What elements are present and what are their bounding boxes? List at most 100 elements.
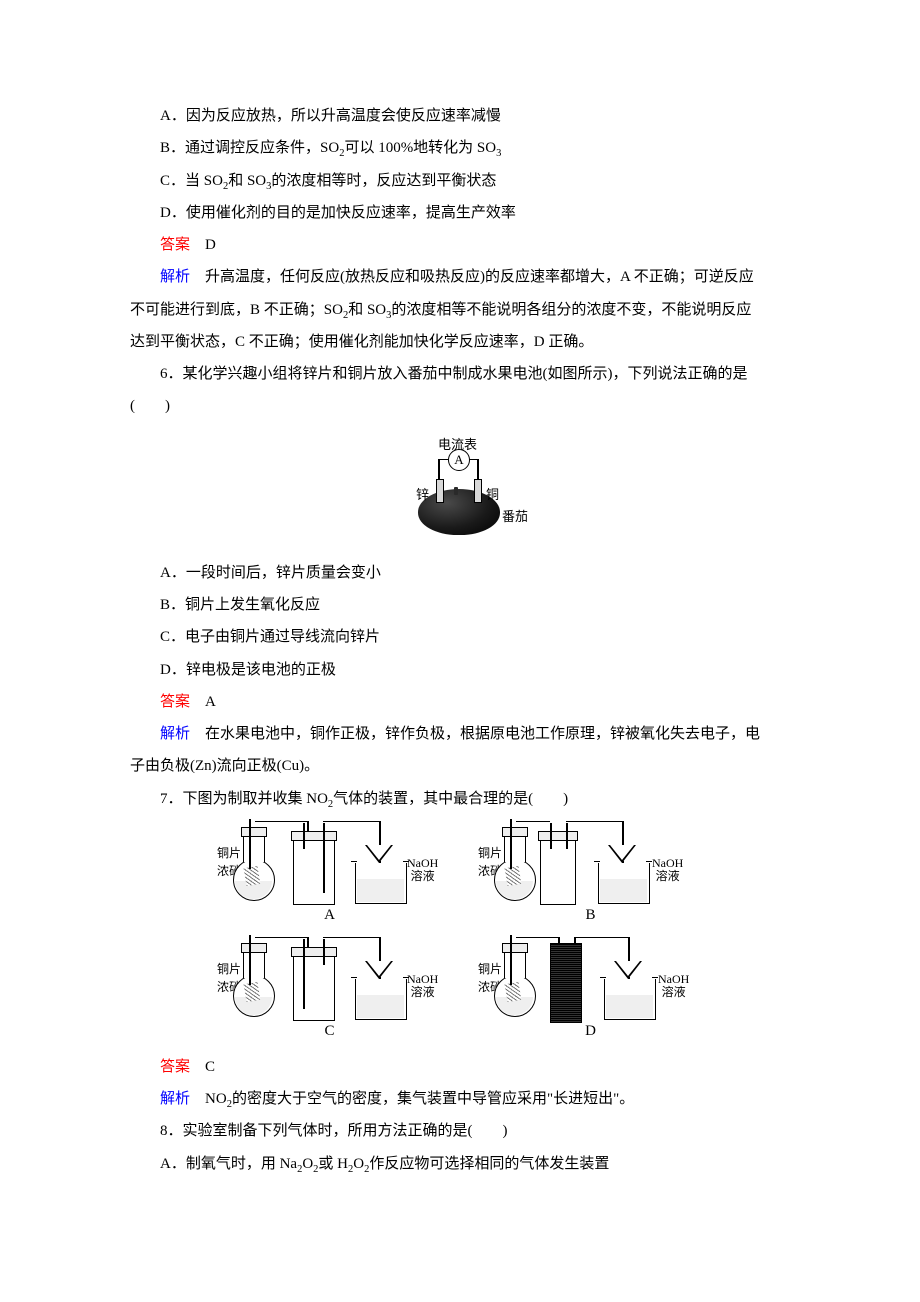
collection-bottle: [293, 837, 335, 905]
tomato-stem: [454, 487, 458, 495]
zinc-electrode: [436, 479, 444, 503]
q8-stem: 8．实验室制备下列气体时，所用方法正确的是( ): [130, 1115, 790, 1147]
lip: [351, 977, 357, 979]
stopper: [241, 943, 267, 953]
answer-value: A: [205, 694, 216, 710]
apparatus-b: 铜片 浓硝酸: [478, 823, 703, 931]
pipe: [628, 937, 630, 963]
q6-opt-d: D．锌电极是该电池的正极: [130, 654, 790, 686]
apparatus-a: 铜片 浓硝酸: [217, 823, 442, 931]
q6-figure: 电流表 A 锌 铜 番茄: [130, 431, 790, 553]
explanation-label: 解析: [160, 1091, 190, 1107]
copper-piece: [244, 982, 261, 1002]
q6-opt-b: B．铜片上发生氧化反应: [130, 589, 790, 621]
answer-label: 答案: [160, 694, 190, 710]
text: NaOH: [652, 856, 683, 870]
answer-label: 答案: [160, 1059, 190, 1075]
naoh-label: NaOH 溶液: [407, 857, 438, 883]
text: 溶液: [656, 869, 680, 883]
text: NO: [205, 1091, 227, 1107]
copper-piece: [505, 866, 522, 886]
outlet-tube-short: [323, 939, 325, 965]
stopper: [291, 831, 337, 841]
pipe: [379, 937, 381, 963]
sub: 3: [496, 148, 501, 159]
naoh-label: NaOH 溶液: [658, 973, 689, 999]
pipe: [574, 937, 576, 945]
pipe: [574, 937, 628, 939]
q6-stem-line2: ( ): [130, 390, 790, 422]
text: 和 SO: [228, 173, 266, 189]
pipe: [516, 821, 550, 823]
text: 可以 100%地转化为 SO: [344, 140, 496, 156]
q5-expl-line2: 不可能进行到底，B 不正确；SO2和 SO3的浓度相等不能说明各组分的浓度不变，…: [130, 294, 790, 326]
text: NaOH: [407, 856, 438, 870]
q5-opt-b: B．通过调控反应条件，SO2可以 100%地转化为 SO3: [130, 132, 790, 164]
text: 溶液: [411, 869, 435, 883]
ammeter-icon: A: [448, 449, 470, 471]
q6-opt-a: A．一段时间后，锌片质量会变小: [130, 557, 790, 589]
text: O: [353, 1156, 364, 1172]
text: A．制氧气时，用 Na: [160, 1156, 297, 1172]
outlet-tube-long: [323, 823, 325, 893]
pipe: [255, 937, 307, 939]
collection-tube-dark: [550, 943, 582, 1023]
q5-opt-d: D．使用催化剂的目的是加快反应速率，提高生产效率: [130, 197, 790, 229]
inlet-tube-short: [550, 823, 552, 849]
copper-label: 铜片: [478, 847, 502, 860]
collection-bottle: [540, 837, 576, 905]
copper-label: 铜片: [217, 847, 241, 860]
pipe: [255, 821, 307, 823]
text: 在水果电池中，铜作正极，锌作负极，根据原电池工作原理，锌被氧化失去电子，电: [205, 726, 760, 742]
pipe: [566, 821, 622, 823]
collection-bottle: [293, 953, 335, 1021]
text: 溶液: [662, 985, 686, 999]
q7-answer: 答案 C: [130, 1051, 790, 1083]
lip: [594, 861, 600, 863]
answer-value: D: [205, 237, 216, 253]
set-label-b: B: [478, 907, 703, 924]
copper-label: 铜片: [478, 963, 502, 976]
funnel-inner: [610, 845, 634, 860]
copper-label: 铜片: [217, 963, 241, 976]
text: NaOH: [658, 972, 689, 986]
text: 作反应物可选择相同的气体发生装置: [369, 1156, 609, 1172]
copper-electrode: [474, 479, 482, 503]
wire: [438, 459, 448, 461]
text: B．通过调控反应条件，SO: [160, 140, 339, 156]
funnel-inner: [616, 961, 640, 976]
q8-opt-a: A．制氧气时，用 Na2O2或 H2O2作反应物可选择相同的气体发生装置: [130, 1148, 790, 1180]
wire: [438, 459, 440, 481]
set-label-a: A: [217, 907, 442, 924]
naoh-liquid: [600, 879, 647, 902]
q5-opt-a: A．因为反应放热，所以升高温度会使反应速率减慢: [130, 100, 790, 132]
pipe: [516, 937, 558, 939]
q5-expl-line1: 解析 升高温度，任何反应(放热反应和吸热反应)的反应速率都增大，A 不正确；可逆…: [130, 261, 790, 293]
tomato-label: 番茄: [502, 503, 528, 531]
apparatus-c: 铜片 浓硝酸: [217, 939, 442, 1047]
copper-piece: [505, 982, 522, 1002]
zn-label: 锌: [416, 481, 429, 509]
stopper: [502, 827, 528, 837]
set-label-c: C: [217, 1023, 442, 1040]
lip: [600, 977, 606, 979]
funnel-inner: [367, 961, 391, 976]
q5-answer: 答案 D: [130, 229, 790, 261]
q5-expl-line3: 达到平衡状态，C 不正确；使用催化剂能加快化学反应速率，D 正确。: [130, 326, 790, 358]
naoh-liquid: [606, 995, 653, 1018]
naoh-liquid: [357, 995, 404, 1018]
outlet-tube-short: [566, 823, 568, 849]
q7-figure-grid: 铜片 浓硝酸: [130, 823, 790, 1047]
stopper: [291, 947, 337, 957]
apparatus-d: 铜片 浓硝酸: [478, 939, 703, 1047]
tube: [249, 935, 251, 985]
inlet-tube-long: [303, 939, 305, 1009]
q6-opt-c: C．电子由铜片通过导线流向锌片: [130, 621, 790, 653]
q6-expl-line1: 解析 在水果电池中，铜作正极，锌作负极，根据原电池工作原理，锌被氧化失去电子，电: [130, 718, 790, 750]
tomato-battery-diagram: 电流表 A 锌 铜 番茄: [390, 431, 530, 541]
lip: [351, 861, 357, 863]
q6-stem-line1: 6．某化学兴趣小组将锌片和铜片放入番茄中制成水果电池(如图所示)，下列说法正确的…: [130, 358, 790, 390]
text: 气体的装置，其中最合理的是( ): [333, 791, 568, 807]
q6-expl-line2: 子由负极(Zn)流向正极(Cu)。: [130, 750, 790, 782]
text: 7．下图为制取并收集 NO: [160, 791, 328, 807]
